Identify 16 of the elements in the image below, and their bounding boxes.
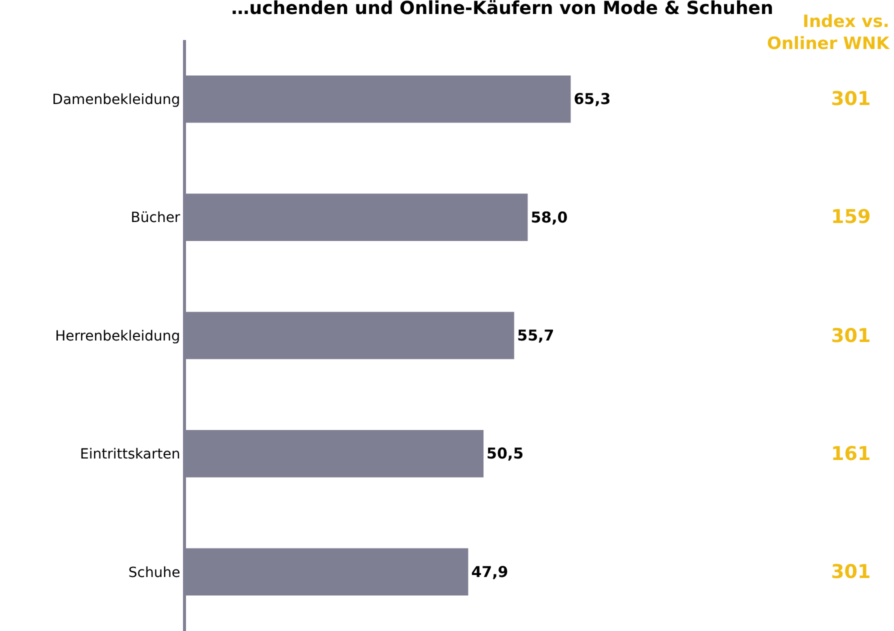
y-tick-label: Damenbekleidung	[52, 92, 180, 108]
data-label: 65,3	[574, 90, 611, 108]
data-label: 58,0	[530, 208, 568, 226]
data-label: 55,7	[517, 326, 554, 344]
y-tick-label: Schuhe	[128, 564, 180, 581]
text: 159	[831, 206, 871, 228]
text: 301	[831, 325, 871, 347]
data-label: 50,5	[486, 444, 524, 463]
y-tick-label: Bücher	[130, 210, 180, 226]
y-tick-label: Herrenbekleidung	[55, 328, 180, 344]
text: 301	[831, 561, 871, 583]
chart-title: …uchenden und Online-Käufern von Mode & Schuhen	[231, 0, 774, 19]
text: 161	[831, 443, 871, 465]
data-label: 47,9	[471, 562, 508, 581]
text: 301	[831, 88, 871, 110]
y-tick-label: Eintrittskarten	[80, 446, 180, 463]
